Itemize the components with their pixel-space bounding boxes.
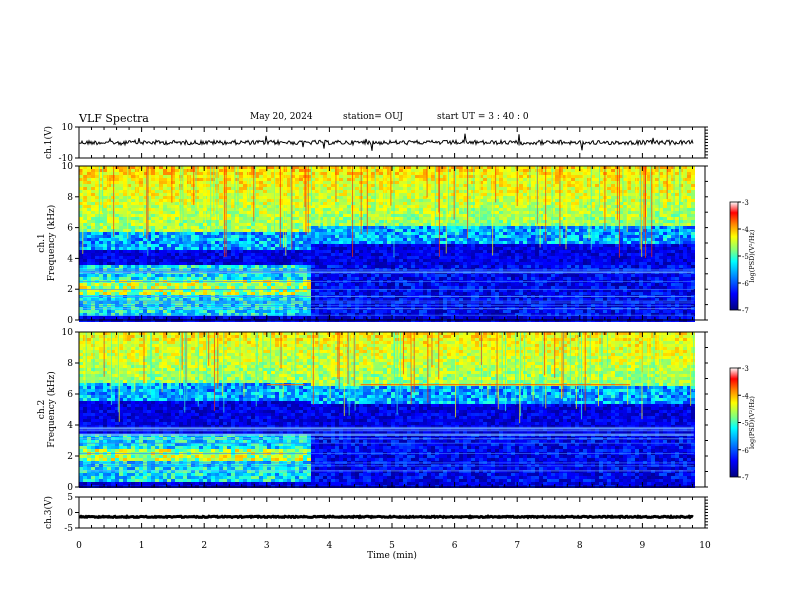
ch1-spectrogram-colorbar-gradient (729, 201, 739, 311)
ch3-waveform-ylabel: ch.3(V) (43, 496, 54, 529)
ch3-waveform-trace (78, 514, 694, 520)
x-tick-label: 9 (640, 541, 646, 551)
ch2-spectrogram-ytick-label: 4 (67, 421, 73, 431)
ch2-spectrogram-colorbar-label: log(PSD)(V²/Hz) (748, 396, 756, 449)
x-tick-label: 8 (577, 541, 583, 551)
ch1-spectrogram-ytick-label: 6 (67, 224, 73, 234)
x-tick-label: 5 (389, 541, 395, 551)
ch1-spectrogram-ytick-label: 0 (67, 316, 73, 326)
ch1-spectrogram-colorbar: -3 -4 -5 -6 -7 log(PSD)(V²/Hz) (729, 199, 756, 315)
ch2-spectrogram-colorbar-tick-label: -6 (742, 447, 749, 455)
ch2-spectrogram-colorbar-tick-label: -4 (742, 392, 749, 400)
ch2-spectrogram-colorbar-tick-label: -3 (742, 365, 749, 373)
ch2-spectrogram-ytick-label: 8 (67, 359, 73, 369)
ch1-spectrogram-ylabel: ch.1Frequency (kHz) (37, 205, 57, 282)
page-title: VLF Spectra (79, 112, 149, 125)
ch1-spectrogram-colorbar-label: log(PSD)(V²/Hz) (748, 229, 756, 282)
ch3-waveform-ytick-label: 5 (67, 493, 73, 503)
panel-ch1-spectrogram: 0 2 4 6 8 10 ch.1Frequency (kHz) (37, 162, 708, 326)
ch1-waveform-trace (78, 133, 694, 151)
start-time-label: start UT = 3 : 40 : 0 (437, 112, 529, 122)
x-tick-label: 3 (264, 541, 270, 551)
ch1-spectrogram-ytick-label: 8 (67, 193, 73, 203)
ch1-spectrogram-ytick-label: 10 (62, 162, 74, 172)
ch2-spectrogram-colorbar-gradient (729, 367, 739, 478)
ch1-spectrogram-ytick-label: 4 (67, 254, 73, 264)
ch1-spectrogram-colorbar-tick-label: -4 (742, 226, 749, 234)
ch2-spectrogram-colorbar-tick-label: -5 (742, 420, 749, 428)
x-tick-label: 0 (76, 541, 82, 551)
ch1-spectrogram-colorbar-tick-label: -7 (742, 307, 749, 315)
panel-ch2-spectrogram: 0 2 4 6 8 10 ch.2Frequency (kHz) (37, 328, 708, 493)
ch2-spectrogram-ytick-label: 6 (67, 390, 73, 400)
ch3-waveform-ytick-label: 0 (67, 509, 73, 519)
x-tick-label: 4 (327, 541, 333, 551)
date-label: May 20, 2024 (250, 112, 313, 122)
ch2-spectrogram-colorbar: -3 -4 -5 -6 -7 log(PSD)(V²/Hz) (729, 365, 756, 482)
ch3-waveform-ytick-label: -5 (64, 524, 73, 534)
ch1-waveform-ylabel: ch.1(V) (43, 126, 54, 159)
x-axis-label: Time (min) (367, 550, 417, 561)
ch1-spectrogram-colorbar-tick-label: -6 (742, 280, 749, 288)
ch1-spectrogram-colorbar-tick-label: -3 (742, 199, 749, 207)
station-label: station= OUJ (343, 112, 404, 122)
x-tick-label: 7 (514, 541, 520, 551)
ch2-spectrogram-ytick-label: 10 (62, 328, 74, 338)
ch1-spectrogram-ytick-label: 2 (67, 285, 73, 295)
ch2-spectrogram-colorbar-tick-label: -7 (742, 474, 749, 482)
ch2-spectrogram-heatmap-cells (79, 332, 695, 488)
x-tick-label: 10 (699, 541, 711, 551)
ch2-spectrogram-ytick-label: 0 (67, 483, 73, 493)
panel-ch3-waveform: 5 0 -5 ch.3(V) (43, 493, 708, 534)
ch1-waveform-ytick-label: 10 (62, 123, 74, 133)
x-tick-label: 6 (452, 541, 458, 551)
ch3-waveform-frame (78, 496, 706, 529)
x-tick-label: 2 (201, 541, 207, 551)
ch2-spectrogram-ylabel: ch.2Frequency (kHz) (37, 371, 57, 448)
ch2-spectrogram-ytick-label: 2 (67, 452, 73, 462)
panel-ch1-waveform: 10 -10 ch.1(V) (43, 123, 708, 164)
ch1-spectrogram-colorbar-tick-label: -5 (742, 253, 749, 261)
ch1-waveform-ytick-label: -10 (59, 154, 74, 164)
x-tick-label: 1 (139, 541, 145, 551)
